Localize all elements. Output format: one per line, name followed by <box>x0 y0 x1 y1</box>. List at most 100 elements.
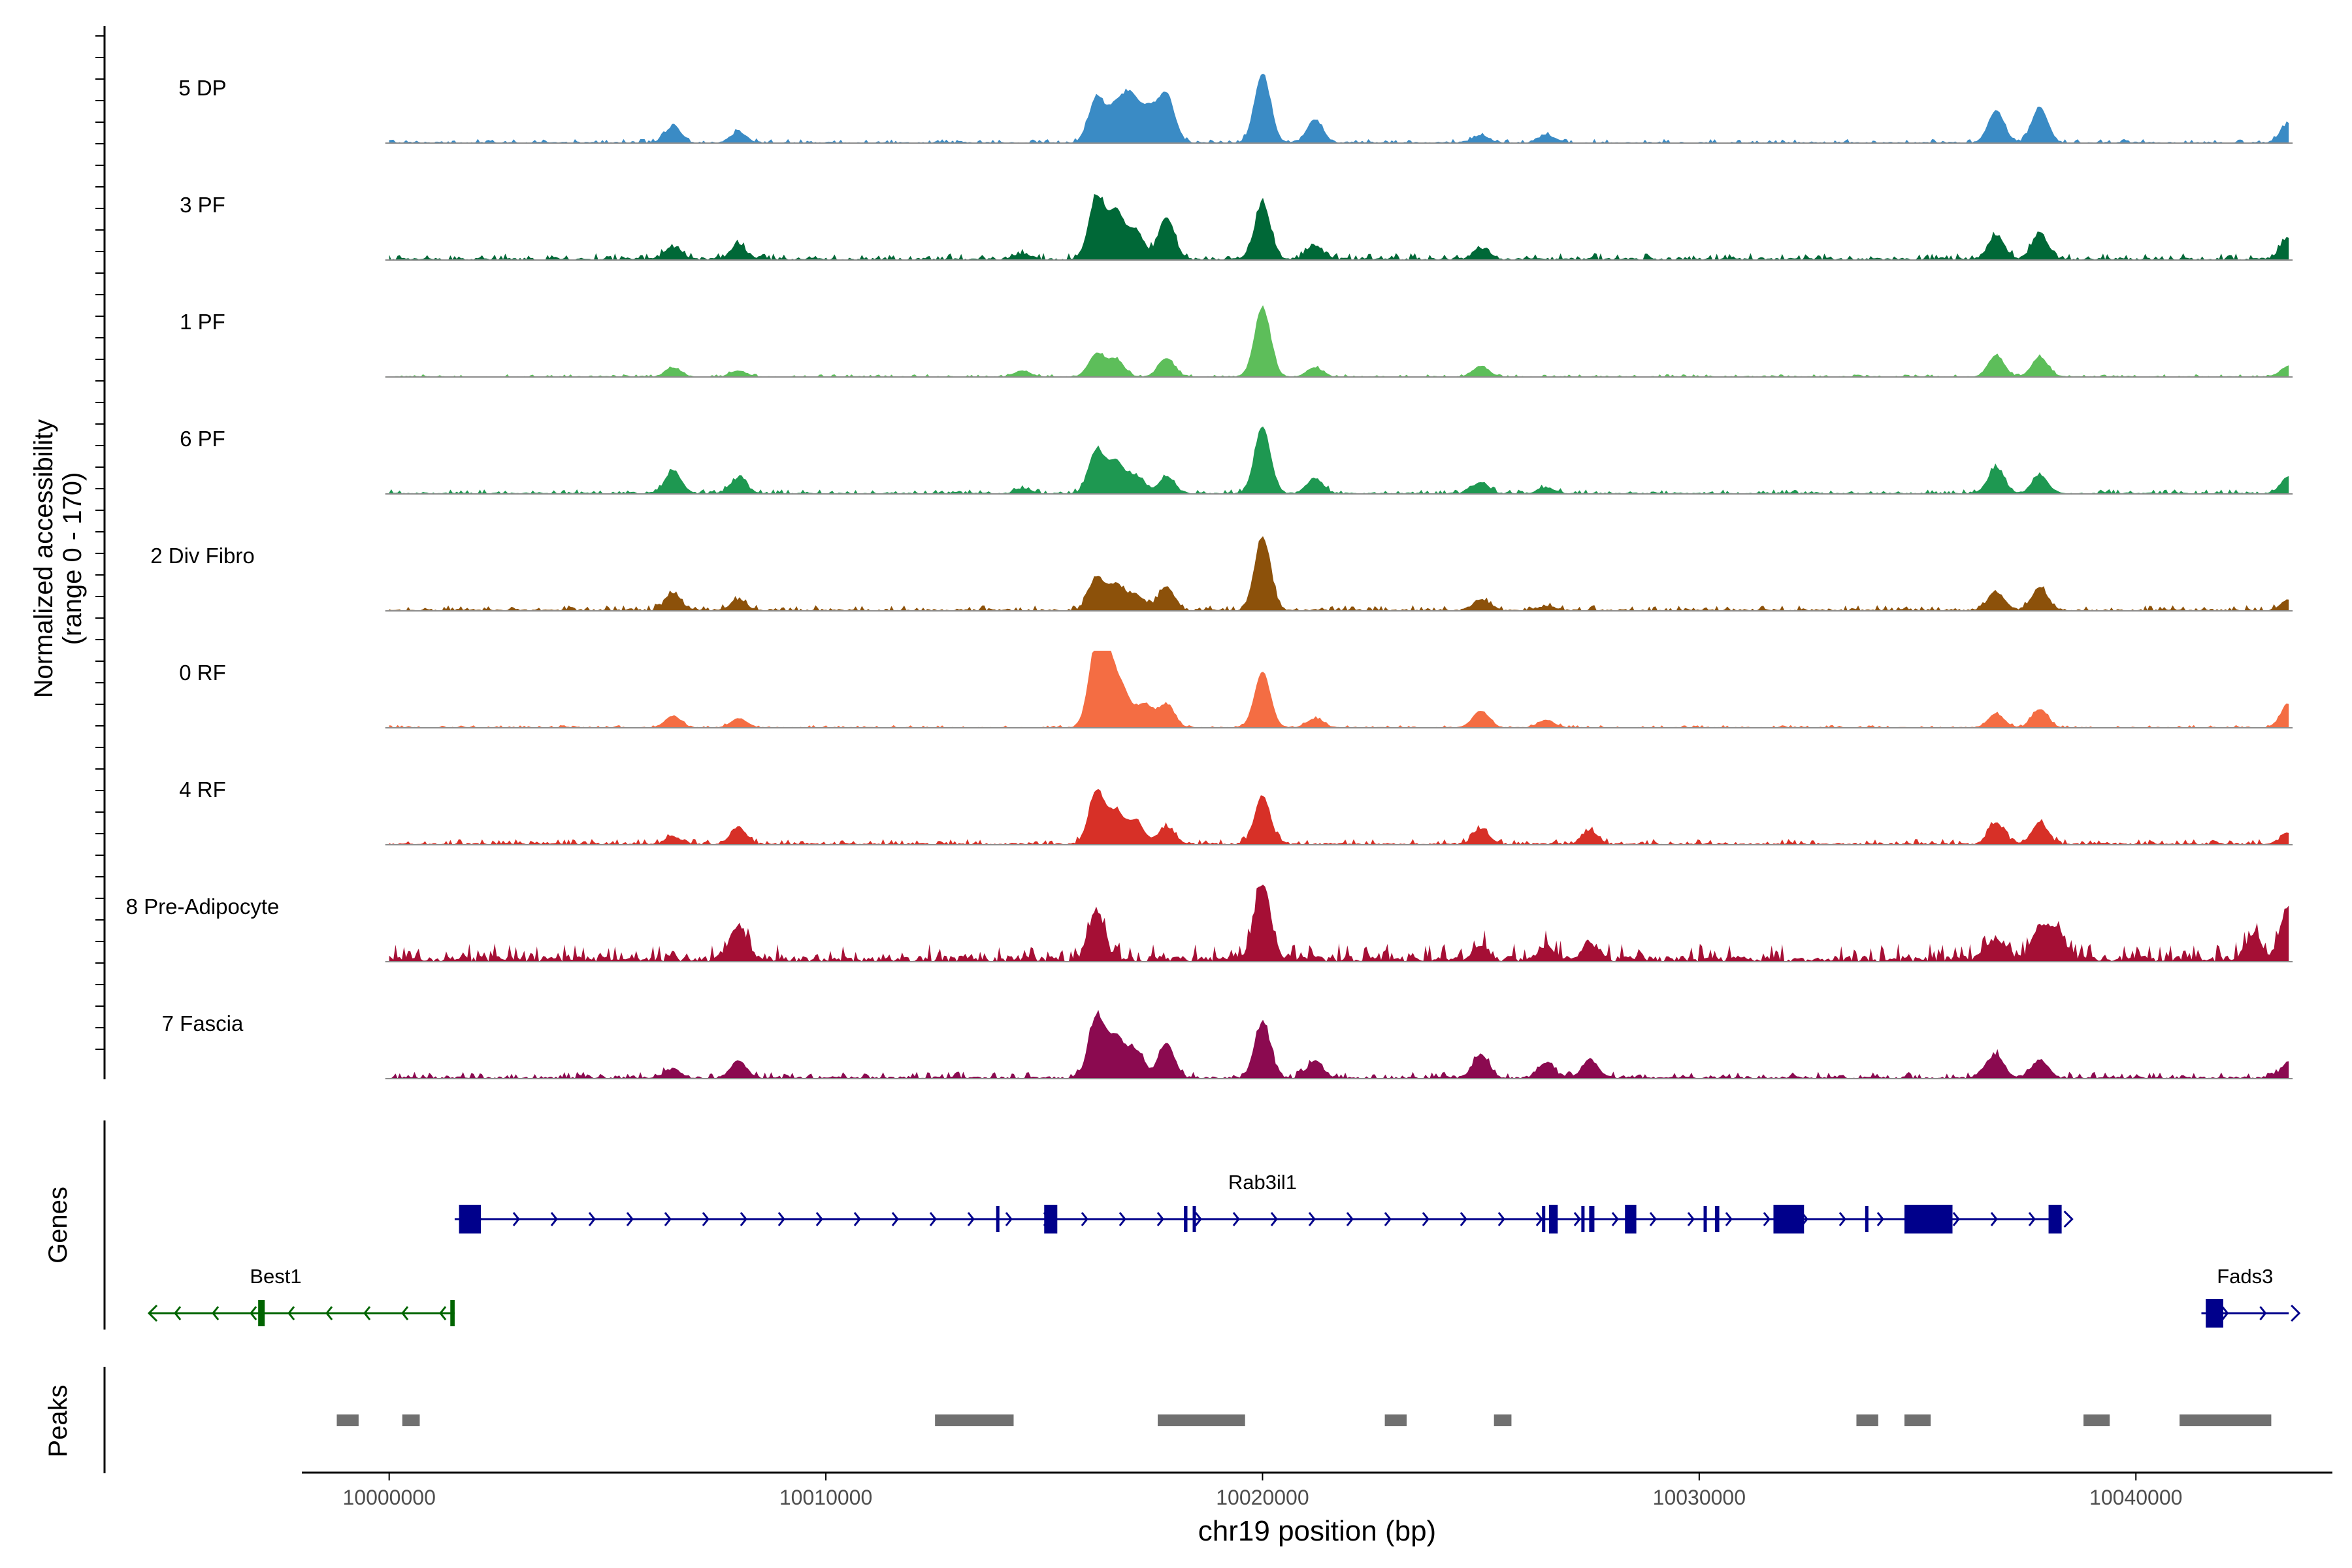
exon <box>459 1205 482 1233</box>
exon <box>1542 1206 1546 1232</box>
exon <box>1044 1205 1058 1233</box>
x-axis-label: chr19 position (bp) <box>1198 1515 1436 1547</box>
peak-region <box>1158 1414 1245 1426</box>
strand-arrow <box>2063 1210 2074 1228</box>
strand-arrow <box>1005 1212 1013 1226</box>
strand-arrow <box>363 1306 371 1320</box>
strand-arrow <box>212 1306 220 1320</box>
exon <box>450 1300 455 1326</box>
strand-arrow <box>550 1212 558 1226</box>
peak-region <box>935 1414 1014 1426</box>
track-label: 4 RF <box>179 777 226 802</box>
track-5-dp: 5 DP <box>178 73 2293 144</box>
peaks-panel-label: Peaks <box>44 1384 73 1457</box>
x-tick-label: 10020000 <box>1216 1486 1309 1509</box>
coverage-area <box>389 789 2289 845</box>
strand-arrow <box>891 1212 899 1226</box>
peak-region <box>1494 1414 1512 1426</box>
strand-arrow <box>1497 1212 1505 1226</box>
exon <box>1703 1206 1707 1232</box>
strand-arrow <box>1308 1212 1316 1226</box>
strand-arrow <box>853 1212 861 1226</box>
x-tick-label: 10000000 <box>342 1486 435 1509</box>
x-ticks: 10000000 10010000 10020000 10030000 10040000 <box>342 1473 2182 1509</box>
strand-arrow <box>1081 1212 1088 1226</box>
strand-arrow <box>147 1304 158 1322</box>
strand-arrow <box>1156 1212 1164 1226</box>
exon <box>1773 1205 1805 1233</box>
strand-arrow <box>2221 1306 2229 1320</box>
track-3-pf: 3 PF <box>180 193 2293 261</box>
peak-region <box>2180 1414 2272 1426</box>
coverage-area <box>389 885 2289 962</box>
gene-fads3: Fads3 <box>2201 1265 2301 1328</box>
coverage-area <box>389 426 2289 494</box>
track-label: 6 PF <box>180 427 225 451</box>
track-label: 8 Pre-Adipocyte <box>126 894 280 919</box>
exon <box>2206 1299 2223 1328</box>
strand-arrow <box>702 1212 710 1226</box>
strand-arrow <box>1422 1212 1429 1226</box>
coverage-area <box>389 73 2289 143</box>
strand-arrow <box>401 1306 409 1320</box>
strand-arrow <box>1119 1212 1126 1226</box>
strand-arrow <box>439 1306 447 1320</box>
exon <box>996 1206 1000 1232</box>
strand-arrow <box>815 1212 823 1226</box>
coverage-y-ticks <box>95 35 105 1050</box>
gene-label: Rab3il1 <box>1228 1171 1297 1194</box>
coverage-area <box>389 651 2289 728</box>
strand-arrow <box>1952 1212 1960 1226</box>
track-7-fascia: 7 Fascia <box>162 1009 2293 1079</box>
track-label: 5 DP <box>178 76 226 100</box>
gene-label: Best1 <box>250 1265 301 1288</box>
strand-arrow <box>1535 1212 1543 1226</box>
exon <box>1581 1206 1585 1232</box>
strand-arrow <box>287 1306 295 1320</box>
coverage-y-label-line2: (range 0 - 170) <box>58 472 87 645</box>
exon <box>1192 1206 1196 1232</box>
track-label: 2 Div Fibro <box>150 544 255 568</box>
coverage-tracks: 5 DP 3 PF 1 PF 6 PF 2 Div Fibro 0 RF 4 RF 8 Pre… <box>126 73 2293 1079</box>
exon <box>1865 1206 1869 1232</box>
exon <box>2048 1205 2062 1233</box>
strand-arrow <box>1573 1212 1581 1226</box>
track-0-rf: 0 RF <box>179 651 2293 728</box>
peak-region <box>336 1414 359 1426</box>
track-label: 0 RF <box>179 661 226 685</box>
peak-region <box>1856 1414 1878 1426</box>
strand-arrow <box>967 1212 975 1226</box>
track-6-pf: 6 PF <box>180 426 2293 495</box>
strand-arrow <box>626 1212 634 1226</box>
exon <box>1904 1205 1953 1233</box>
coverage-area <box>389 1009 2289 1079</box>
strand-arrow <box>2028 1212 2036 1226</box>
strand-arrow <box>1876 1212 1884 1226</box>
strand-arrow <box>1990 1212 1998 1226</box>
peak-region <box>1904 1414 1931 1426</box>
peak-region <box>2083 1414 2110 1426</box>
strand-arrow <box>1611 1212 1619 1226</box>
gene-annotations: Rab3il1 Best1 Fads3 <box>147 1171 2301 1328</box>
gene-rab3il1: Rab3il1 <box>454 1171 2074 1233</box>
strand-arrow <box>1763 1212 1771 1226</box>
strand-arrow <box>929 1212 937 1226</box>
gene-label: Fads3 <box>2217 1265 2273 1288</box>
strand-arrow <box>1384 1212 1392 1226</box>
track-4-rf: 4 RF <box>179 777 2293 845</box>
coverage-area <box>389 536 2289 611</box>
strand-arrow <box>1270 1212 1278 1226</box>
strand-arrow <box>250 1306 257 1320</box>
peak-region <box>1384 1414 1407 1426</box>
strand-arrow <box>1194 1212 1202 1226</box>
strand-arrow <box>777 1212 785 1226</box>
coverage-area <box>389 305 2289 377</box>
gene-best1: Best1 <box>147 1265 455 1326</box>
track-label: 7 Fascia <box>162 1011 244 1036</box>
strand-arrow <box>1232 1212 1240 1226</box>
strand-arrow <box>512 1212 520 1226</box>
strand-arrow <box>1460 1212 1467 1226</box>
peak-regions <box>336 1414 2272 1426</box>
strand-arrow <box>740 1212 747 1226</box>
exon <box>258 1300 265 1326</box>
